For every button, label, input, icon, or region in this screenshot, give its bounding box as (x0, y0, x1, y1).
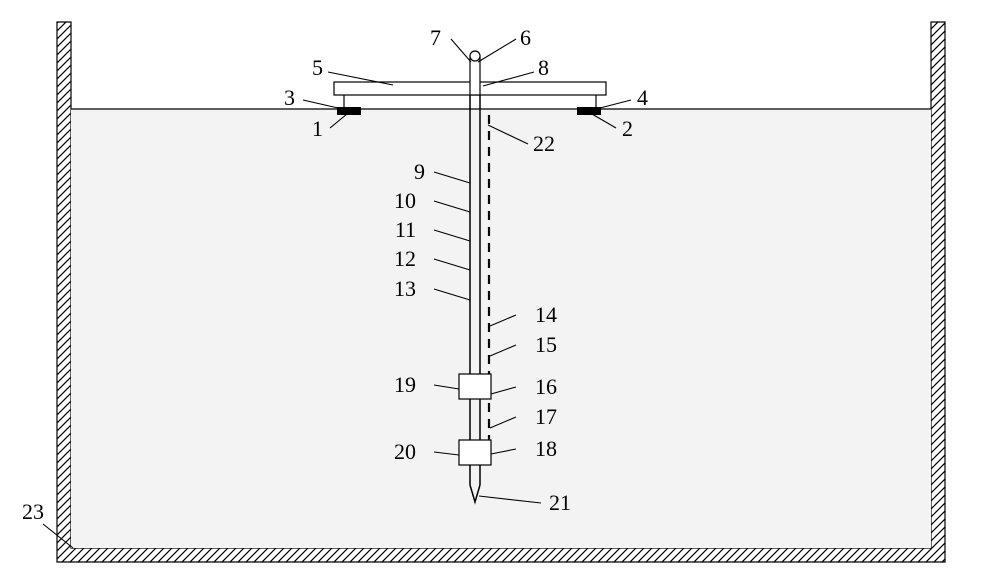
soil-fill (71, 109, 931, 548)
label-18: 18 (535, 436, 557, 461)
top-cap (470, 51, 480, 61)
leader-8 (483, 72, 534, 86)
leader-3 (303, 100, 338, 108)
diagram-canvas: 7658341222910111213141516191718202123 (0, 0, 1000, 573)
label-7: 7 (430, 25, 441, 50)
label-14: 14 (535, 302, 557, 327)
label-20: 20 (394, 439, 416, 464)
pad-right (577, 107, 601, 115)
label-17: 17 (535, 404, 557, 429)
label-10: 10 (394, 188, 416, 213)
label-21: 21 (549, 490, 571, 515)
label-11: 11 (395, 217, 416, 242)
label-1: 1 (312, 116, 323, 141)
label-2: 2 (622, 116, 633, 141)
label-6: 6 (520, 25, 531, 50)
label-3: 3 (284, 85, 295, 110)
label-16: 16 (535, 374, 557, 399)
label-4: 4 (637, 85, 648, 110)
label-5: 5 (312, 55, 323, 80)
label-13: 13 (394, 276, 416, 301)
label-12: 12 (394, 246, 416, 271)
pad-left (337, 107, 361, 115)
label-19: 19 (394, 372, 416, 397)
label-15: 15 (535, 332, 557, 357)
label-23: 23 (22, 499, 44, 524)
leader-7 (451, 39, 471, 62)
label-8: 8 (538, 55, 549, 80)
label-9: 9 (414, 159, 425, 184)
sensor-20 (459, 440, 491, 465)
sensor-19 (459, 374, 491, 399)
leader-6 (478, 39, 516, 62)
leader-4 (600, 100, 631, 108)
soil-region (71, 109, 931, 548)
leader-5 (328, 72, 393, 85)
label-22: 22 (533, 131, 555, 156)
